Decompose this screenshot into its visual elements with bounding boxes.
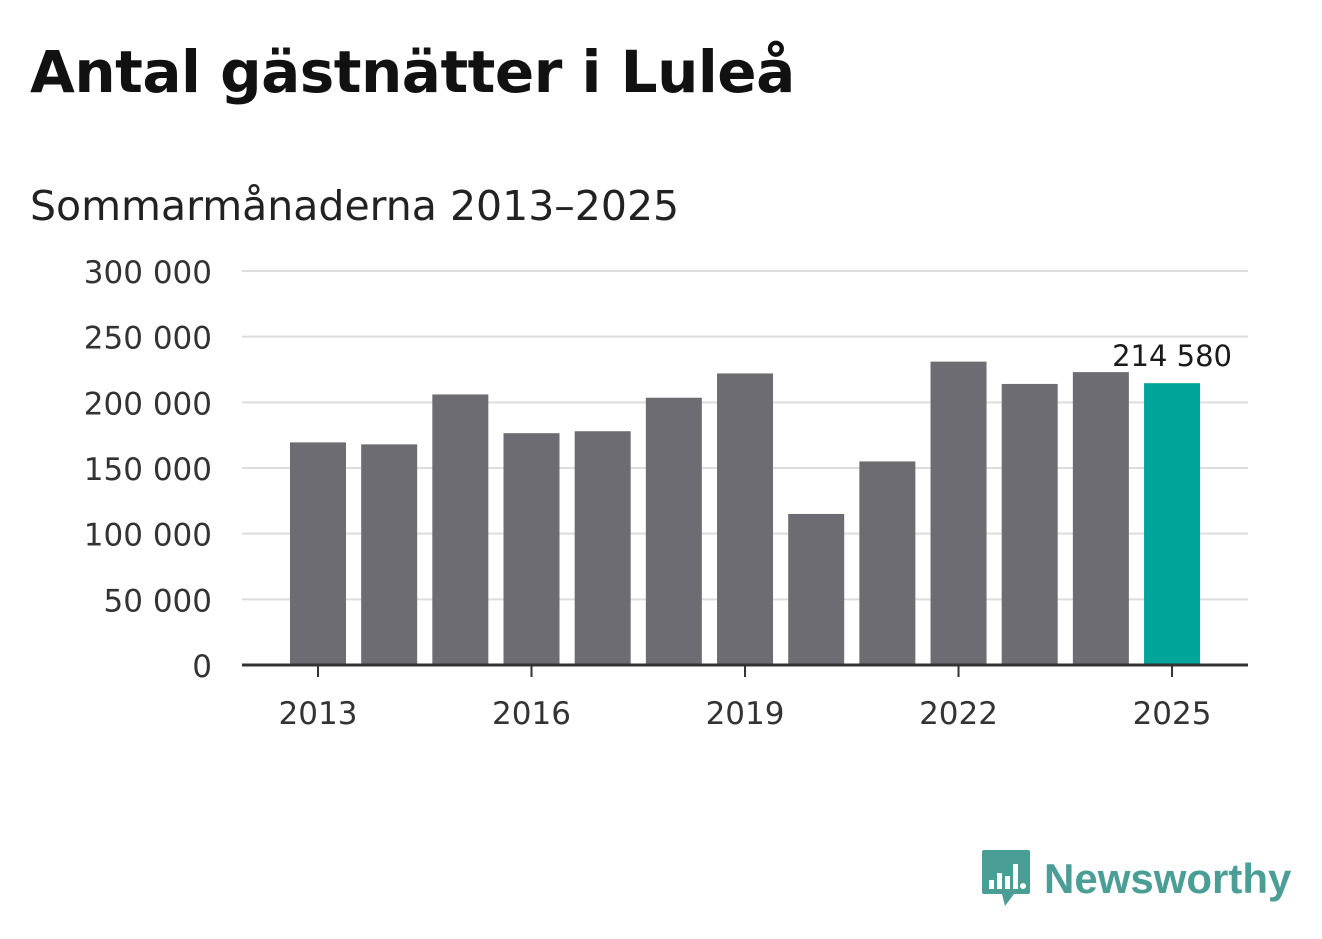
x-tick-label: 2013 bbox=[279, 696, 358, 732]
bar-2017 bbox=[574, 431, 631, 665]
x-tick-label: 2016 bbox=[492, 696, 571, 732]
y-axis-tick-labels: 0 50 000 100 000 150 000 200 000 250 000 300 0… bbox=[84, 255, 212, 685]
y-tick-label: 200 000 bbox=[84, 386, 212, 422]
y-tick-label: 100 000 bbox=[84, 518, 212, 554]
y-tick-label: 0 bbox=[192, 649, 212, 685]
bar-2020 bbox=[788, 513, 845, 665]
bar-2013 bbox=[290, 442, 346, 665]
brand-name: Newsworthy bbox=[1044, 855, 1292, 902]
bar-2021 bbox=[859, 461, 916, 665]
y-tick-label: 50 000 bbox=[104, 583, 212, 619]
x-axis-tick-labels: 2013 2016 2019 2022 2025 bbox=[279, 665, 1212, 732]
bar-2014 bbox=[361, 444, 418, 665]
x-tick-label: 2025 bbox=[1133, 696, 1212, 732]
data-label: 214 580 bbox=[1112, 339, 1232, 373]
bar-2018 bbox=[645, 397, 702, 665]
bar-2019 bbox=[717, 373, 774, 665]
bar-chart-speech-bubble-icon bbox=[982, 850, 1030, 906]
chart-title: Antal gästnätter i Luleå bbox=[30, 38, 795, 106]
y-tick-label: 300 000 bbox=[84, 255, 212, 291]
chart-subtitle: Sommarmånaderna 2013–2025 bbox=[30, 182, 680, 230]
x-tick-label: 2019 bbox=[706, 696, 785, 732]
data-labels: 214 580 bbox=[1112, 339, 1232, 373]
bar-2016 bbox=[503, 433, 560, 665]
y-tick-label: 250 000 bbox=[84, 321, 212, 357]
bar-2015 bbox=[432, 394, 489, 665]
bars bbox=[290, 361, 1201, 665]
bar-2023 bbox=[1001, 383, 1058, 665]
bar-2022 bbox=[930, 361, 987, 665]
x-tick-label: 2022 bbox=[919, 696, 998, 732]
y-tick-label: 150 000 bbox=[84, 452, 212, 488]
bar-2025 bbox=[1144, 383, 1201, 665]
brand-logo: Newsworthy bbox=[980, 848, 1291, 910]
bar-2024 bbox=[1072, 372, 1129, 665]
